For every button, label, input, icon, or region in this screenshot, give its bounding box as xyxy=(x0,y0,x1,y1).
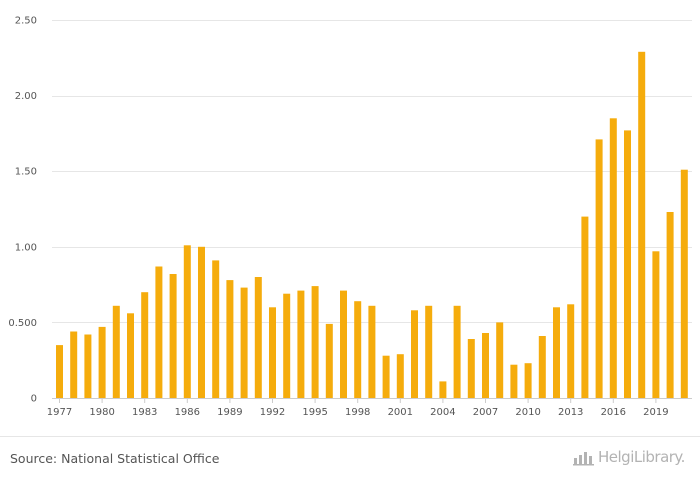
bar-1994 xyxy=(297,290,305,398)
x-tick-label: 1998 xyxy=(345,407,370,418)
bar-1984 xyxy=(155,266,163,398)
bar-2001 xyxy=(396,354,404,398)
bar-1985 xyxy=(169,274,177,398)
bar-1998 xyxy=(354,301,362,398)
x-tick-label: 1977 xyxy=(47,407,72,418)
source-note: Source: National Statistical Office xyxy=(10,451,220,466)
helgi-logo-icon xyxy=(573,452,594,466)
x-tick-label: 2001 xyxy=(388,407,413,418)
bar-1977 xyxy=(56,345,63,398)
bar-2015 xyxy=(595,139,603,398)
bar-2004 xyxy=(439,381,447,398)
footer-divider xyxy=(0,436,700,437)
y-tick-label: 0 xyxy=(31,394,37,405)
bar-1986 xyxy=(183,245,191,398)
bars xyxy=(56,51,688,399)
bar-2017 xyxy=(624,130,631,398)
bar-2014 xyxy=(581,216,589,398)
bar-2019 xyxy=(652,251,660,398)
bar-1988 xyxy=(212,260,220,398)
bar-1980 xyxy=(98,326,106,398)
x-tick-label: 1986 xyxy=(175,407,200,418)
bar-1992 xyxy=(269,307,276,398)
y-tick-label: 1.50 xyxy=(15,167,37,178)
bar-1991 xyxy=(254,277,262,398)
x-tick-label: 2013 xyxy=(558,407,583,418)
bar-2005 xyxy=(453,305,461,398)
y-tick-label: 1.00 xyxy=(15,242,37,253)
bar-2007 xyxy=(482,333,489,398)
bar-1982 xyxy=(127,313,134,398)
y-tick-label: 2.00 xyxy=(15,91,37,102)
x-tick-label: 2010 xyxy=(515,407,540,418)
bar-2012 xyxy=(553,307,560,398)
bar-1979 xyxy=(84,334,92,398)
bar-1995 xyxy=(311,286,319,398)
bar-2010 xyxy=(524,363,532,398)
bar-1993 xyxy=(283,293,291,398)
x-tick-label: 1989 xyxy=(217,407,242,418)
bar-2002 xyxy=(411,310,418,398)
bar-2000 xyxy=(382,355,390,398)
bar-2016 xyxy=(609,118,617,399)
y-tick-label: 0.500 xyxy=(8,318,37,329)
x-tick-label: 2007 xyxy=(473,407,498,418)
x-tick-label: 2016 xyxy=(601,407,626,418)
bar-1997 xyxy=(340,290,347,398)
x-tick-label: 2019 xyxy=(643,407,668,418)
helgi-library-logo[interactable]: HelgiLibrary. xyxy=(572,448,685,466)
bar-1983 xyxy=(141,292,149,398)
bar-1990 xyxy=(240,287,248,398)
y-tick-label: 2.50 xyxy=(15,16,37,27)
x-tick-label: 1983 xyxy=(132,407,157,418)
bar-1981 xyxy=(112,305,120,398)
x-axis-ticks: 1977 1980 1983 1986 1989 1992 1995 1998 2001 2004… xyxy=(47,398,669,418)
y-axis-ticks: 0 0.500 1.00 1.50 2.00 2.50 xyxy=(8,16,37,405)
bar-2011 xyxy=(538,336,546,398)
bar-2008 xyxy=(496,322,504,398)
bar-2018 xyxy=(638,51,646,399)
bar-1989 xyxy=(226,280,234,398)
bar-1999 xyxy=(368,305,376,398)
bar-1996 xyxy=(325,323,333,398)
bar-2021 xyxy=(680,169,688,398)
x-tick-label: 1980 xyxy=(89,407,114,418)
bar-1987 xyxy=(198,246,205,398)
bar-2006 xyxy=(467,339,475,398)
x-tick-label: 2004 xyxy=(430,407,455,418)
x-tick-label: 1992 xyxy=(260,407,285,418)
bar-2009 xyxy=(510,364,518,398)
logo-text: HelgiLibrary. xyxy=(598,448,685,466)
bar-2013 xyxy=(567,304,575,398)
bar-2003 xyxy=(425,305,433,398)
bar-2020 xyxy=(666,212,674,398)
x-tick-label: 1995 xyxy=(302,407,327,418)
bar-1978 xyxy=(70,331,78,398)
